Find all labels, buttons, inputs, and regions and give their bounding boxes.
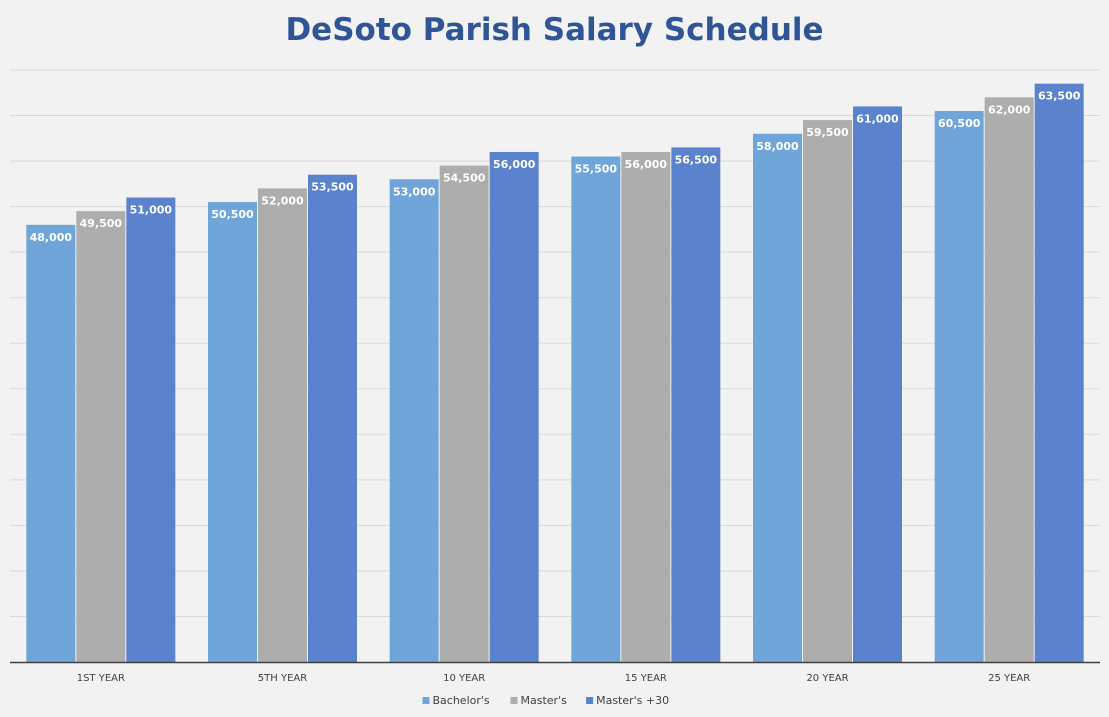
bar	[389, 179, 439, 663]
data-label: 48,000	[30, 231, 73, 244]
bar	[489, 151, 539, 662]
bar	[571, 156, 621, 662]
bar	[439, 165, 489, 662]
data-label: 56,500	[675, 153, 718, 166]
legend-swatch	[586, 697, 594, 704]
data-label: 62,000	[988, 103, 1031, 116]
data-label: 54,500	[443, 172, 486, 185]
data-label: 61,000	[856, 112, 899, 125]
data-labels: 48,000 49,500 51,000 50,500 52,000 53,500 53,0…	[30, 90, 1081, 244]
bar	[934, 110, 984, 662]
bar	[126, 197, 176, 662]
x-tick-label: 15 YEAR	[625, 673, 667, 684]
x-tick-label: 10 YEAR	[443, 673, 485, 684]
bar	[258, 188, 307, 662]
data-label: 63,500	[1038, 90, 1081, 103]
x-tick-label: 20 YEAR	[806, 673, 848, 684]
data-label: 53,000	[393, 185, 436, 198]
chart-title: DeSoto Parish Salary Schedule	[285, 12, 824, 48]
x-tick-label: 1ST YEAR	[77, 673, 125, 684]
bar	[753, 133, 802, 662]
bar	[26, 224, 76, 663]
bar	[1034, 83, 1084, 662]
legend-swatch	[422, 697, 430, 704]
gridlines	[10, 69, 1100, 617]
x-axis: 1ST YEAR 5TH YEAR 10 YEAR 15 YEAR 20 YEAR 25 …	[10, 661, 1100, 684]
data-label: 53,500	[311, 181, 354, 194]
data-label: 50,500	[211, 208, 254, 221]
bar	[208, 202, 257, 663]
legend-swatch	[510, 697, 518, 704]
legend-label: Master's	[521, 694, 568, 707]
bar	[671, 147, 721, 662]
x-tick-label: 5TH YEAR	[258, 673, 307, 684]
legend-label: Master's +30	[596, 694, 669, 707]
legend-label: Bachelor's	[433, 694, 490, 707]
data-label: 56,000	[493, 158, 536, 171]
data-label: 58,000	[756, 140, 799, 153]
x-tick-label: 25 YEAR	[988, 673, 1030, 684]
data-label: 60,500	[938, 117, 981, 130]
data-label: 59,500	[806, 126, 849, 139]
data-label: 56,000	[625, 158, 668, 171]
bars	[26, 83, 1084, 663]
bar	[984, 97, 1034, 663]
bar	[308, 174, 357, 662]
data-label: 55,500	[575, 163, 618, 176]
bar	[76, 211, 126, 662]
bar	[621, 151, 671, 662]
data-label: 49,500	[80, 217, 123, 230]
legend: Bachelor's Master's Master's +30	[422, 694, 669, 707]
data-label: 52,000	[261, 194, 304, 207]
data-label: 51,000	[130, 204, 173, 217]
bar	[853, 106, 902, 662]
bar	[803, 120, 852, 663]
